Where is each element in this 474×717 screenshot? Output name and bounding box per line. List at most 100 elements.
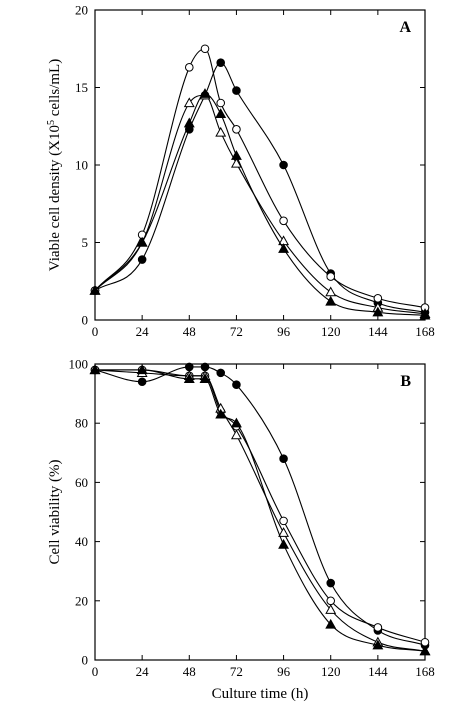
- data-point-open-circle: [232, 125, 241, 134]
- series-line-open-triangle: [94, 369, 426, 652]
- y-tick-label: 20: [75, 3, 88, 18]
- y-tick-label: 0: [82, 653, 89, 668]
- data-point-filled-triangle: [215, 408, 227, 419]
- panel-a: 0 24 48 72 96 120 144 168 0 5 10 15 20 A Viable cell d…: [46, 3, 435, 340]
- data-point-open-circle: [326, 272, 336, 281]
- x-tick-label: 120: [321, 664, 341, 679]
- series-open-circle: [90, 44, 430, 312]
- data-point-open-triangle: [183, 97, 195, 108]
- data-point-filled-triangle: [278, 243, 290, 253]
- data-point-filled-triangle: [183, 117, 195, 128]
- data-point-filled-triangle: [372, 639, 384, 650]
- data-point-filled-circle: [216, 58, 226, 68]
- data-point-filled-triangle: [183, 373, 195, 383]
- data-point-filled-triangle: [199, 88, 211, 98]
- plot-frame: [94, 363, 426, 661]
- x-tick-label: 24: [136, 324, 150, 339]
- data-point-open-triangle: [230, 429, 242, 440]
- panel-b: 0 24 48 72 96 120 144 168 0 20 40 60 80 100 B Cell viab…: [47, 357, 435, 703]
- x-tick-label: 144: [368, 324, 388, 339]
- y-axis-label-text: Cell viability (%): [47, 460, 63, 565]
- series-line-filled-circle: [94, 62, 426, 313]
- series-line-open-circle: [94, 48, 426, 309]
- data-point-open-circle: [216, 98, 226, 108]
- data-point-filled-triangle: [419, 645, 431, 656]
- data-point-filled-triangle: [230, 417, 242, 428]
- data-point-filled-triangle: [215, 108, 227, 119]
- data-point-open-circle: [420, 637, 430, 647]
- series-line-filled-circle: [94, 366, 426, 646]
- x-tick-label: 72: [230, 324, 243, 339]
- data-point-open-triangle: [215, 126, 227, 137]
- y-tick-label: 15: [75, 80, 88, 95]
- series-filled-triangle: [89, 88, 431, 320]
- x-tick-label: 72: [230, 664, 243, 679]
- x-tick-label: 96: [277, 664, 291, 679]
- data-point-filled-circle: [137, 377, 147, 387]
- data-point-open-triangle: [325, 604, 337, 614]
- series-filled-circle: [90, 58, 430, 317]
- data-point-filled-circle: [184, 362, 194, 372]
- data-point-filled-triangle: [419, 309, 431, 320]
- x-tick-label: 24: [136, 664, 150, 679]
- data-point-open-triangle: [325, 286, 337, 297]
- x-tick-label: 48: [183, 324, 196, 339]
- data-point-filled-circle: [279, 160, 288, 170]
- y-tick-label: 100: [69, 357, 89, 372]
- series-line-open-circle: [94, 369, 426, 643]
- data-point-filled-triangle: [325, 295, 337, 306]
- panel-letter: A: [399, 19, 411, 36]
- data-point-filled-circle: [232, 380, 241, 390]
- x-axis-label: Culture time (h): [212, 686, 309, 702]
- data-point-open-triangle: [230, 157, 242, 168]
- data-point-open-circle: [373, 623, 383, 632]
- series-open-triangle: [89, 89, 431, 318]
- data-point-filled-triangle: [278, 538, 290, 549]
- data-point-filled-circle: [137, 255, 147, 264]
- series-line-open-triangle: [94, 94, 426, 315]
- x-tick-label: 144: [368, 664, 388, 679]
- data-point-open-circle: [184, 63, 194, 72]
- data-point-open-circle: [326, 596, 336, 606]
- data-point-open-circle: [279, 216, 288, 226]
- data-point-filled-circle: [279, 454, 288, 464]
- data-point-filled-circle: [200, 362, 210, 372]
- data-point-open-circle: [200, 44, 210, 54]
- y-tick-label: 80: [75, 416, 88, 431]
- y-axis-label-unit: cells/mL): [47, 59, 63, 120]
- x-tick-label: 48: [183, 664, 196, 679]
- series-line-filled-triangle: [94, 369, 426, 652]
- data-point-filled-circle: [326, 578, 336, 588]
- x-tick-label: 0: [92, 324, 99, 339]
- y-tick-label: 5: [82, 235, 89, 250]
- x-tick-label: 168: [415, 664, 435, 679]
- series-line-filled-triangle: [94, 93, 426, 316]
- x-tick-label: 120: [321, 324, 341, 339]
- series-filled-circle: [90, 362, 430, 650]
- y-axis-label-superscript: 5: [46, 120, 57, 125]
- series-open-circle: [90, 365, 430, 647]
- x-tick-label: 0: [92, 664, 99, 679]
- y-axis-label: Cell viability (%): [47, 460, 63, 565]
- series-filled-triangle: [89, 364, 431, 656]
- data-point-filled-circle: [232, 86, 241, 95]
- panel-letter: B: [400, 373, 411, 390]
- y-axis-label: Viable cell density (X105 cells/mL): [46, 59, 64, 271]
- data-point-open-triangle: [278, 527, 290, 537]
- y-tick-label: 10: [75, 158, 88, 173]
- y-tick-label: 0: [82, 313, 89, 328]
- data-point-open-circle: [373, 294, 383, 303]
- data-point-filled-triangle: [230, 150, 242, 160]
- data-point-filled-triangle: [89, 364, 101, 375]
- data-point-filled-circle: [216, 368, 226, 378]
- x-tick-label: 168: [415, 324, 435, 339]
- data-point-filled-triangle: [325, 618, 337, 629]
- y-tick-label: 20: [75, 593, 88, 608]
- y-tick-label: 60: [75, 475, 88, 490]
- y-axis-label-text: Viable cell density (X10: [47, 125, 63, 271]
- data-point-filled-triangle: [136, 364, 148, 375]
- data-point-filled-triangle: [136, 236, 148, 247]
- plot-frame: [94, 9, 426, 321]
- data-point-filled-triangle: [199, 373, 211, 383]
